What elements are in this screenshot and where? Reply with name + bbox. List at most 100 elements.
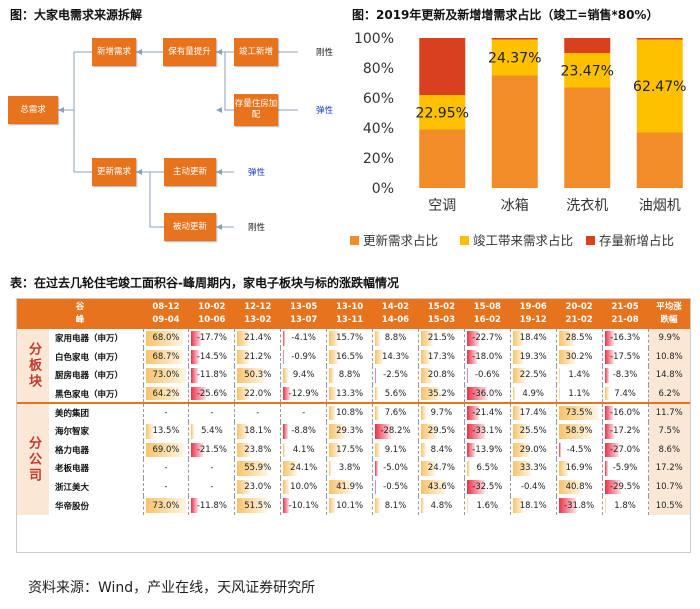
- average-cell: 10.8%: [647, 347, 690, 367]
- value-databar: [420, 368, 433, 383]
- value-text: 68.0%: [152, 333, 180, 344]
- demand-source-diagram: 总需求 新增需求 保有量提升 竣工新增 存量住房加配 更新需求 主动更新 被动更…: [0, 22, 350, 250]
- value-databar: [375, 349, 383, 365]
- value-databar: [604, 498, 606, 513]
- value-cell: 68.0%: [142, 329, 189, 348]
- value-databar: [145, 442, 184, 458]
- value-text: 18.4%: [519, 333, 547, 344]
- header-period: 15-02 15-03: [418, 299, 465, 329]
- value-cell: 8.8%: [326, 366, 373, 385]
- row-name: 老板电器: [49, 459, 144, 478]
- value-cell: -25.6%: [188, 384, 235, 404]
- bar-segment: [419, 129, 466, 188]
- value-cell: 6.5%: [463, 459, 511, 478]
- value-cell: -10.1%: [280, 496, 327, 515]
- value-cell: -5.0%: [372, 459, 419, 478]
- value-databar: [604, 479, 621, 495]
- value-text: -17.7%: [196, 333, 227, 344]
- value-text: 24.7%: [427, 463, 455, 474]
- value-cell: 22.5%: [509, 366, 557, 385]
- value-text: 28.5%: [565, 333, 593, 344]
- value-databar: [558, 386, 560, 401]
- legend-swatch: [350, 236, 359, 245]
- header-period: 21-05 21-08: [602, 299, 648, 329]
- returns-table: 谷峰 08-12 09-04 10-02 10-06 12-12 13-02 13-05 13-…: [17, 299, 690, 515]
- value-cell: -27.0%: [601, 440, 648, 460]
- value-text: 64.2%: [152, 388, 180, 399]
- value-text: -29.5%: [610, 482, 641, 493]
- value-cell: 30.2%: [555, 347, 603, 367]
- value-cell: 1.6%: [463, 496, 511, 515]
- value-text: 8.1%: [384, 500, 407, 511]
- value-text: -0.9%: [291, 351, 317, 362]
- value-databar: [237, 461, 269, 476]
- value-text: 18.1%: [244, 426, 272, 437]
- value-databar: [420, 479, 445, 495]
- value-databar: [466, 406, 479, 420]
- diagram-title: 图：大家电需求来源拆解: [10, 8, 143, 22]
- value-cell: -28.2%: [372, 421, 419, 441]
- header-period: 10-02 10-06: [188, 299, 235, 329]
- value-cell: -2.5%: [372, 366, 419, 385]
- value-databar: [512, 331, 523, 346]
- value-text: -: [210, 482, 214, 493]
- table-row: 浙江美大 - - 23.0% 10.0% 41.9% -0.5% 43.6% -32.5% -0.…: [17, 477, 690, 497]
- value-cell: 9.7%: [417, 402, 465, 422]
- value-cell: 29.0%: [509, 440, 557, 460]
- value-text: 29.0%: [519, 444, 547, 455]
- bar-segment: [564, 53, 611, 88]
- value-databar: [558, 479, 582, 495]
- value-databar: [191, 331, 202, 346]
- value-text: 19.3%: [519, 351, 547, 362]
- value-text: -: [164, 482, 168, 493]
- value-databar: [604, 461, 608, 476]
- value-cell: 8.1%: [372, 496, 419, 515]
- value-text: -8.3%: [612, 370, 638, 381]
- table-row: 白色家电（申万） 68.7% -14.5% 21.2% -0.9% 16.5% 14.3% 1…: [17, 347, 690, 367]
- header-period: 15-08 16-02: [464, 299, 511, 329]
- value-databar: [237, 479, 250, 495]
- value-cell: 1.8%: [601, 496, 648, 515]
- value-cell: 29.3%: [326, 421, 373, 441]
- value-cell: -18.0%: [463, 347, 511, 367]
- value-cell: 51.5%: [234, 496, 281, 515]
- value-databar: [375, 386, 379, 401]
- value-databar: [375, 406, 380, 420]
- value-cell: 23.0%: [234, 477, 281, 497]
- table-title: 表：在过去几轮住宅竣工面积谷-峰周期内，家电子板块与标的涨跌幅情况: [10, 276, 399, 290]
- value-databar: [329, 461, 332, 476]
- value-databar: [237, 368, 266, 383]
- value-databar: [375, 442, 381, 458]
- y-tick-label: 40%: [363, 121, 394, 137]
- value-text: 24.1%: [290, 463, 318, 474]
- group-label: 分公司: [17, 402, 49, 515]
- data-label: 22.95%: [416, 105, 469, 121]
- value-text: 4.1%: [292, 444, 315, 455]
- value-text: -: [302, 408, 306, 419]
- value-text: 50.3%: [244, 370, 272, 381]
- table-body: 分板块 家用电器（申万） 68.0% -17.7% 21.4% -4.1% 15.7% 8.8…: [17, 329, 690, 515]
- average-cell: 17.2%: [647, 459, 690, 478]
- value-text: 21.2%: [244, 351, 272, 362]
- value-databar: [283, 368, 289, 383]
- value-cell: 4.1%: [280, 440, 327, 460]
- value-text: 68.7%: [152, 351, 180, 362]
- value-cell: -: [188, 477, 235, 497]
- value-cell: -0.4%: [509, 477, 557, 497]
- header-period: 14-02 14-06: [372, 299, 419, 329]
- stock-elastic-tag: 弹性: [316, 106, 334, 116]
- value-text: 1.6%: [476, 500, 499, 511]
- value-cell: -0.5%: [372, 477, 419, 497]
- value-text: -4.5%: [566, 444, 592, 455]
- value-text: 17.5%: [336, 444, 364, 455]
- value-text: -0.6%: [474, 370, 500, 381]
- returns-table-container: 谷峰 08-12 09-04 10-02 10-06 12-12 13-02 13-05 13-…: [16, 298, 691, 553]
- value-text: -32.5%: [472, 482, 503, 493]
- value-cell: 73.0%: [142, 496, 189, 515]
- value-databar: [604, 331, 614, 346]
- value-cell: 58.9%: [555, 421, 603, 441]
- average-cell: 10.5%: [647, 496, 690, 515]
- value-cell: 73.0%: [142, 366, 189, 385]
- value-cell: -29.5%: [601, 477, 648, 497]
- value-cell: 41.9%: [326, 477, 373, 497]
